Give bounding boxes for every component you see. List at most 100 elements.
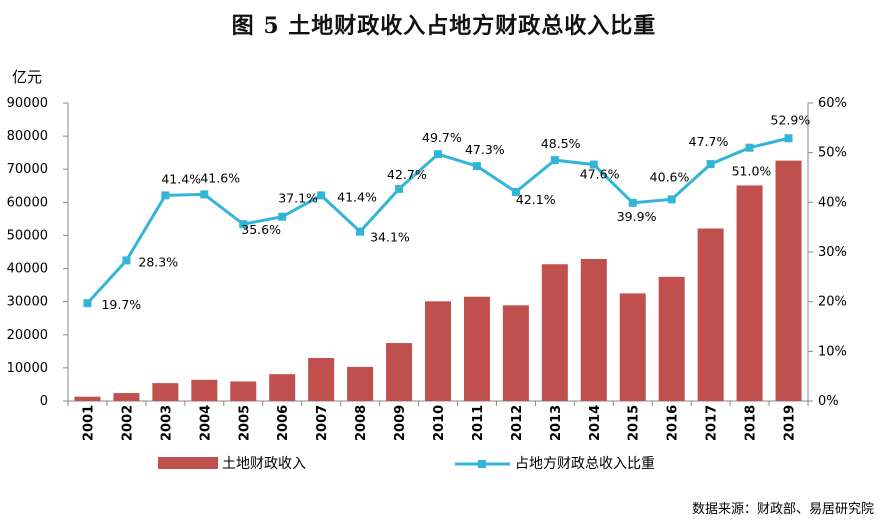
x-tick-label: 2019 (783, 405, 798, 441)
chart-title: 图 5 土地财政收入占地方财政总收入比重 (231, 13, 657, 39)
data-label: 47.6% (580, 167, 620, 182)
bar (775, 160, 802, 401)
bar (502, 305, 529, 401)
bar (658, 276, 685, 401)
x-tick-label: 2013 (549, 405, 564, 441)
data-label: 35.6% (241, 222, 281, 237)
bar (230, 381, 257, 401)
left-tick-label: 70000 (7, 162, 48, 177)
line-marker (745, 143, 754, 152)
data-label: 51.0% (732, 164, 772, 179)
line-marker (589, 160, 598, 169)
line-marker (667, 195, 676, 204)
data-label: 48.5% (541, 136, 581, 151)
data-label: 37.1% (278, 191, 318, 206)
data-label: 28.3% (138, 254, 178, 269)
line-marker (511, 187, 520, 196)
right-tick-label: 0% (818, 394, 839, 409)
bar (425, 301, 451, 401)
bar (463, 296, 490, 401)
bar (308, 357, 335, 401)
data-label: 34.1% (370, 230, 410, 245)
x-tick-label: 2006 (276, 405, 291, 441)
left-tick-label: 10000 (7, 361, 48, 376)
x-tick-label: 2001 (81, 405, 96, 441)
line-marker (434, 150, 442, 159)
line-marker (122, 256, 131, 265)
bar (697, 228, 724, 401)
bar (74, 396, 101, 401)
bar (269, 374, 296, 401)
x-tick-label: 2004 (198, 405, 213, 441)
data-label: 47.7% (689, 134, 729, 149)
x-tick-label: 2005 (237, 405, 252, 441)
x-tick-label: 2007 (315, 405, 330, 441)
right-tick-label: 40% (818, 195, 847, 210)
bar (541, 264, 568, 401)
x-tick-label: 2010 (432, 405, 447, 441)
bar (113, 393, 140, 401)
line-marker (706, 160, 715, 169)
line-marker (278, 212, 287, 221)
right-tick-label: 20% (818, 295, 847, 310)
bar (152, 383, 179, 401)
data-label: 42.7% (387, 167, 427, 182)
left-tick-label: 20000 (7, 328, 48, 343)
line-marker (83, 299, 92, 308)
x-tick-label: 2015 (627, 405, 642, 441)
x-tick-label: 2012 (510, 405, 525, 441)
data-label: 42.1% (516, 192, 556, 207)
line-marker (784, 134, 793, 143)
line-marker (200, 190, 209, 199)
left-tick-label: 50000 (7, 228, 48, 243)
x-tick-label: 2017 (705, 405, 720, 441)
x-tick-label: 2016 (666, 405, 681, 441)
legend-swatch-bars (158, 457, 218, 469)
line-marker (161, 191, 170, 200)
line-marker (472, 162, 481, 171)
bar (347, 366, 374, 401)
data-label: 40.6% (650, 169, 690, 184)
line-marker (317, 191, 326, 200)
right-tick-label: 50% (818, 146, 847, 161)
line-marker (628, 198, 637, 207)
x-tick-label: 2018 (744, 405, 759, 441)
line-marker (550, 156, 559, 165)
right-tick-label: 60% (818, 96, 847, 111)
line-marker (395, 184, 404, 193)
left-tick-label: 60000 (7, 195, 48, 210)
y-axis-unit: 亿元 (12, 68, 43, 86)
bar (736, 185, 763, 401)
x-tick-label: 2008 (354, 405, 369, 441)
left-tick-label: 30000 (7, 295, 48, 310)
x-tick-label: 2011 (471, 405, 486, 441)
line-marker (239, 220, 248, 229)
left-tick-label: 80000 (7, 129, 48, 144)
left-tick-label: 40000 (7, 262, 48, 277)
data-label: 39.9% (617, 209, 657, 224)
data-label: 52.9% (771, 112, 811, 127)
data-label: 47.3% (465, 142, 505, 157)
bar (619, 293, 646, 401)
x-tick-label: 2002 (120, 405, 135, 441)
bar (386, 343, 413, 401)
data-label: 41.6% (200, 170, 240, 185)
bar (191, 379, 218, 401)
data-label: 19.7% (101, 297, 141, 312)
x-tick-label: 2009 (393, 405, 408, 441)
legend-swatch-marker (478, 460, 486, 468)
left-tick-label: 90000 (7, 96, 48, 111)
left-tick-label: 0 (40, 394, 48, 409)
bar (580, 258, 607, 401)
data-label: 49.7% (422, 130, 462, 145)
x-tick-label: 2003 (159, 405, 174, 441)
right-tick-label: 30% (818, 245, 847, 260)
legend-label-bars: 土地财政收入 (222, 456, 306, 472)
x-tick-label: 2014 (588, 405, 603, 441)
source-note: 数据来源：财政部、易居研究院 (691, 502, 874, 517)
data-label: 41.4% (337, 189, 377, 204)
data-label: 41.4% (161, 171, 201, 186)
line-marker (356, 227, 365, 236)
right-tick-label: 10% (818, 344, 847, 359)
